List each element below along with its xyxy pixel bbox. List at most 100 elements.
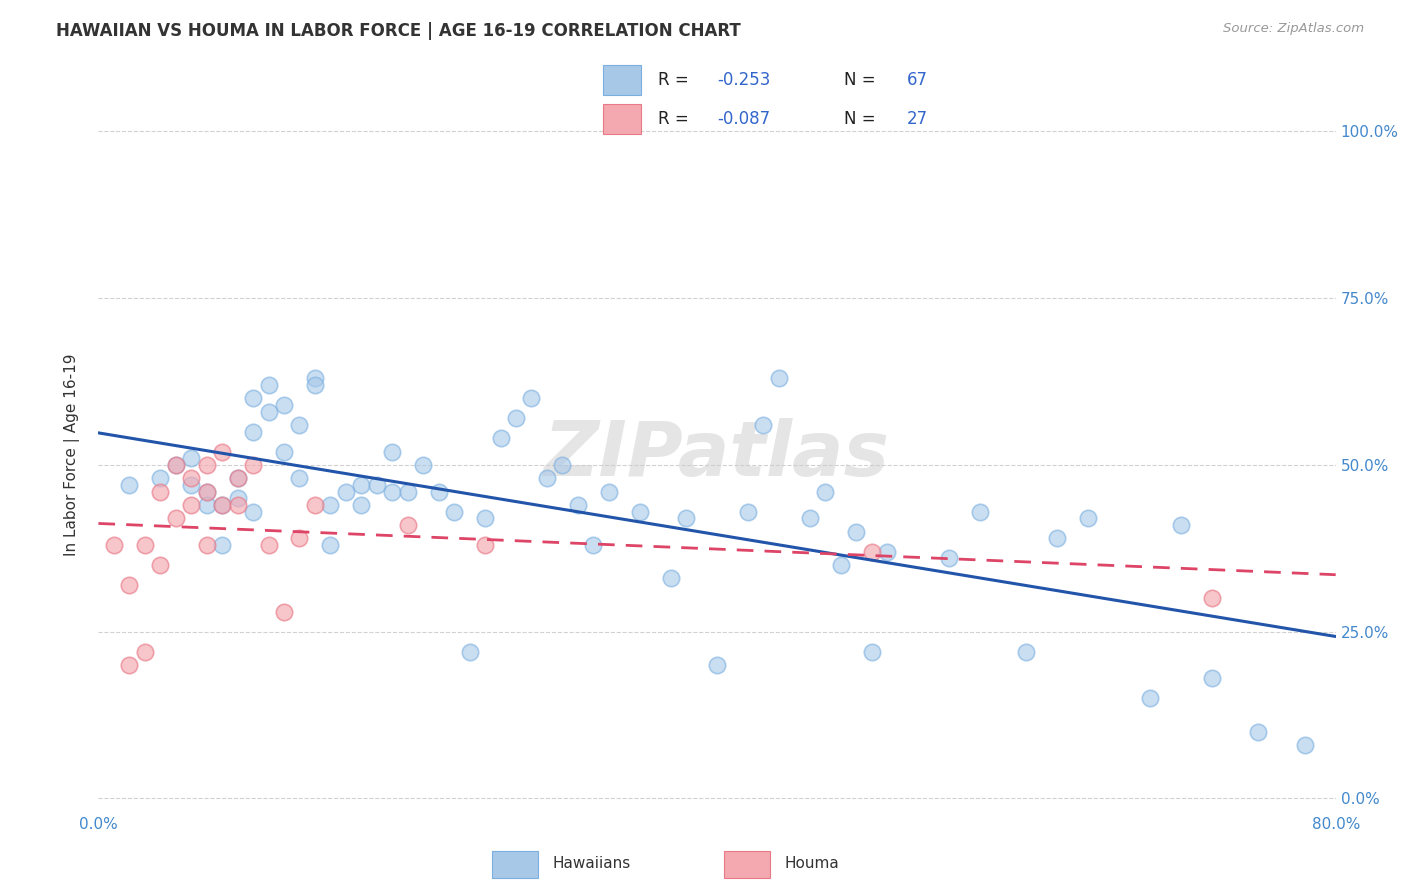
Point: [165, 511, 187, 525]
Text: R =: R =: [658, 110, 695, 128]
Point: [458, 645, 481, 659]
Point: [551, 458, 574, 472]
Point: [969, 505, 991, 519]
Point: [860, 544, 883, 558]
Text: Houma: Houma: [785, 855, 839, 871]
Point: [304, 377, 326, 392]
Point: [860, 645, 883, 659]
Point: [567, 498, 589, 512]
Point: [242, 391, 264, 405]
Point: [598, 484, 620, 499]
Text: -0.253: -0.253: [717, 71, 770, 89]
Text: Hawaiians: Hawaiians: [553, 855, 630, 871]
Point: [350, 478, 373, 492]
Point: [706, 658, 728, 673]
Point: [412, 458, 434, 472]
FancyBboxPatch shape: [603, 65, 641, 95]
Y-axis label: In Labor Force | Age 16-19: In Labor Force | Age 16-19: [63, 353, 80, 557]
Point: [1015, 645, 1038, 659]
Point: [814, 484, 837, 499]
Point: [180, 498, 202, 512]
Text: Source: ZipAtlas.com: Source: ZipAtlas.com: [1223, 22, 1364, 36]
Point: [474, 538, 496, 552]
Point: [845, 524, 868, 539]
Point: [211, 498, 233, 512]
Point: [118, 578, 141, 592]
Point: [1170, 518, 1192, 533]
Point: [366, 478, 388, 492]
Point: [876, 544, 898, 558]
Text: ZIPatlas: ZIPatlas: [544, 418, 890, 491]
Point: [938, 551, 960, 566]
Point: [149, 558, 172, 572]
Point: [211, 498, 233, 512]
Point: [1046, 531, 1069, 545]
Point: [149, 471, 172, 485]
Point: [288, 417, 311, 432]
Point: [1139, 691, 1161, 706]
FancyBboxPatch shape: [603, 103, 641, 134]
Point: [165, 458, 187, 472]
Point: [226, 471, 249, 485]
Point: [273, 605, 295, 619]
Point: [242, 458, 264, 472]
Point: [443, 505, 465, 519]
Point: [195, 538, 218, 552]
Point: [195, 484, 218, 499]
Point: [1247, 724, 1270, 739]
Point: [752, 417, 775, 432]
Point: [396, 484, 419, 499]
Point: [675, 511, 697, 525]
Point: [226, 498, 249, 512]
Point: [830, 558, 852, 572]
Point: [381, 484, 404, 499]
Point: [195, 484, 218, 499]
Text: N =: N =: [844, 71, 880, 89]
Point: [257, 538, 280, 552]
Point: [226, 471, 249, 485]
Point: [118, 478, 141, 492]
Point: [1201, 591, 1223, 606]
Point: [427, 484, 450, 499]
Point: [474, 511, 496, 525]
Text: R =: R =: [658, 71, 695, 89]
Point: [242, 505, 264, 519]
Point: [134, 645, 156, 659]
Point: [134, 538, 156, 552]
Point: [211, 538, 233, 552]
Point: [165, 458, 187, 472]
Point: [304, 371, 326, 385]
Point: [520, 391, 543, 405]
Point: [505, 411, 527, 425]
Point: [288, 531, 311, 545]
Point: [319, 538, 342, 552]
FancyBboxPatch shape: [492, 851, 538, 878]
Point: [1294, 738, 1316, 752]
Text: HAWAIIAN VS HOUMA IN LABOR FORCE | AGE 16-19 CORRELATION CHART: HAWAIIAN VS HOUMA IN LABOR FORCE | AGE 1…: [56, 22, 741, 40]
Point: [737, 505, 759, 519]
Point: [768, 371, 790, 385]
FancyBboxPatch shape: [724, 851, 770, 878]
Point: [381, 444, 404, 458]
Point: [536, 471, 558, 485]
Point: [335, 484, 357, 499]
Point: [211, 444, 233, 458]
Point: [118, 658, 141, 673]
Point: [799, 511, 821, 525]
Text: -0.087: -0.087: [717, 110, 770, 128]
Point: [180, 471, 202, 485]
Point: [350, 498, 373, 512]
Point: [103, 538, 125, 552]
Point: [1077, 511, 1099, 525]
Point: [180, 478, 202, 492]
Point: [257, 377, 280, 392]
Point: [396, 518, 419, 533]
Point: [288, 471, 311, 485]
Point: [582, 538, 605, 552]
Point: [489, 431, 512, 445]
Point: [195, 458, 218, 472]
Point: [180, 451, 202, 466]
Point: [628, 505, 651, 519]
Point: [195, 498, 218, 512]
Point: [149, 484, 172, 499]
